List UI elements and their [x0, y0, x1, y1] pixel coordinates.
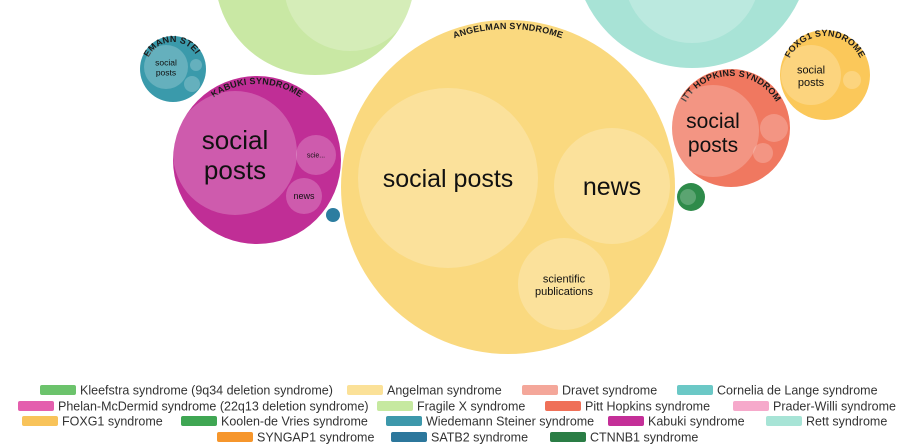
legend-item-fragile-x-syndrome[interactable]: Fragile X syndrome — [377, 400, 525, 414]
legend-label: Fragile X syndrome — [417, 400, 525, 414]
legend-item-pitt-hopkins-syndrome[interactable]: Pitt Hopkins syndrome — [545, 400, 710, 414]
leaf-label: news — [293, 191, 315, 201]
leaf-label: social posts — [202, 125, 268, 185]
group-bubble[interactable] — [677, 183, 705, 211]
legend-item-ctnnb1-syndrome[interactable]: CTNNB1 syndrome — [550, 431, 698, 445]
leaf-label: scientific publications — [535, 273, 594, 298]
bubble-group-group-7[interactable] — [677, 183, 705, 211]
group-bubble[interactable] — [780, 30, 870, 120]
legend-swatch — [522, 385, 558, 395]
leaf-bubble[interactable] — [518, 238, 610, 330]
legend-swatch — [677, 385, 713, 395]
legend: Kleefstra syndrome (9q34 deletion syndro… — [18, 384, 896, 445]
group-bubble[interactable] — [672, 69, 790, 187]
group-bubble[interactable] — [341, 20, 675, 354]
leaf-bubble[interactable] — [184, 76, 200, 92]
legend-label: Koolen-de Vries syndrome — [221, 415, 368, 429]
legend-item-satb2-syndrome[interactable]: SATB2 syndrome — [391, 431, 528, 445]
legend-label: Prader-Willi syndrome — [773, 400, 896, 414]
legend-label: Kleefstra syndrome (9q34 deletion syndro… — [80, 384, 333, 398]
leaf-bubble[interactable] — [144, 45, 188, 89]
leaf-bubble[interactable] — [284, 0, 416, 51]
legend-swatch — [386, 416, 422, 426]
leaf-bubble[interactable] — [667, 85, 759, 177]
leaf-label: scie... — [307, 152, 325, 159]
leaf-bubble[interactable] — [843, 71, 861, 89]
leaf-label: social posts — [155, 58, 177, 78]
legend-label: CTNNB1 syndrome — [590, 431, 698, 445]
legend-item-wiedemann-steiner-syndrome[interactable]: Wiedemann Steiner syndrome — [386, 415, 594, 429]
leaf-label: social posts — [797, 64, 825, 89]
bubble-group-group-0[interactable] — [215, 0, 416, 75]
legend-label: Rett syndrome — [806, 415, 887, 429]
legend-label: Angelman syndrome — [387, 384, 502, 398]
leaf-bubble[interactable] — [781, 45, 841, 105]
legend-swatch — [545, 401, 581, 411]
legend-item-koolen-de-vries-syndrome[interactable]: Koolen-de Vries syndrome — [181, 415, 368, 429]
legend-label: SYNGAP1 syndrome — [257, 431, 374, 445]
legend-swatch — [766, 416, 802, 426]
leaf-bubble[interactable] — [624, 0, 760, 43]
legend-item-angelman-syndrome[interactable]: Angelman syndrome — [347, 384, 502, 398]
leaf-label: social posts — [686, 110, 740, 157]
legend-swatch — [733, 401, 769, 411]
leaf-bubble[interactable] — [286, 178, 322, 214]
legend-item-prader-willi-syndrome[interactable]: Prader-Willi syndrome — [733, 400, 896, 414]
legend-swatch — [18, 401, 54, 411]
legend-swatch — [550, 432, 586, 442]
legend-item-kleefstra-syndrome-9q34-deletion-syndrome[interactable]: Kleefstra syndrome (9q34 deletion syndro… — [40, 384, 333, 398]
legend-swatch — [347, 385, 383, 395]
legend-swatch — [391, 432, 427, 442]
leaf-bubble[interactable] — [358, 88, 538, 268]
leaf-bubble[interactable] — [173, 91, 297, 215]
leaf-bubble[interactable] — [554, 128, 670, 244]
legend-label: Kabuki syndrome — [648, 415, 745, 429]
leaf-bubble[interactable] — [190, 59, 202, 71]
legend-swatch — [181, 416, 217, 426]
leaf-bubble[interactable] — [760, 114, 788, 142]
group-bubble[interactable] — [574, 0, 810, 68]
bubble-group-group-1[interactable]: publications — [574, 0, 810, 68]
group-bubble[interactable] — [140, 36, 206, 102]
legend-label: FOXG1 syndrome — [62, 415, 163, 429]
legend-label: Pitt Hopkins syndrome — [585, 400, 710, 414]
legend-swatch — [40, 385, 76, 395]
group-bubble[interactable] — [173, 76, 341, 244]
legend-label: Wiedemann Steiner syndrome — [426, 415, 594, 429]
legend-swatch — [608, 416, 644, 426]
legend-swatch — [377, 401, 413, 411]
leaf-label: social posts — [383, 165, 514, 193]
legend-item-dravet-syndrome[interactable]: Dravet syndrome — [522, 384, 657, 398]
legend-item-cornelia-de-lange-syndrome[interactable]: Cornelia de Lange syndrome — [677, 384, 878, 398]
leaf-bubble[interactable] — [296, 135, 336, 175]
legend-item-rett-syndrome[interactable]: Rett syndrome — [766, 415, 887, 429]
legend-label: Cornelia de Lange syndrome — [717, 384, 878, 398]
group-bubble[interactable] — [326, 208, 340, 222]
legend-item-phelan-mcdermid-syndrome-22q13-deletion-syndrome[interactable]: Phelan-McDermid syndrome (22q13 deletion… — [18, 400, 369, 414]
leaf-bubble[interactable] — [753, 143, 773, 163]
legend-swatch — [22, 416, 58, 426]
legend-item-kabuki-syndrome[interactable]: Kabuki syndrome — [608, 415, 745, 429]
leaf-label: news — [583, 173, 641, 201]
legend-label: Phelan-McDermid syndrome (22q13 deletion… — [58, 400, 369, 414]
legend-label: Dravet syndrome — [562, 384, 657, 398]
legend-item-foxg1-syndrome[interactable]: FOXG1 syndrome — [22, 415, 163, 429]
legend-swatch — [217, 432, 253, 442]
bubble-group-group-8[interactable] — [326, 208, 340, 222]
group-bubble[interactable] — [215, 0, 415, 75]
legend-item-syngap1-syndrome[interactable]: SYNGAP1 syndrome — [217, 431, 374, 445]
leaf-bubble[interactable] — [680, 189, 696, 205]
legend-label: SATB2 syndrome — [431, 431, 528, 445]
